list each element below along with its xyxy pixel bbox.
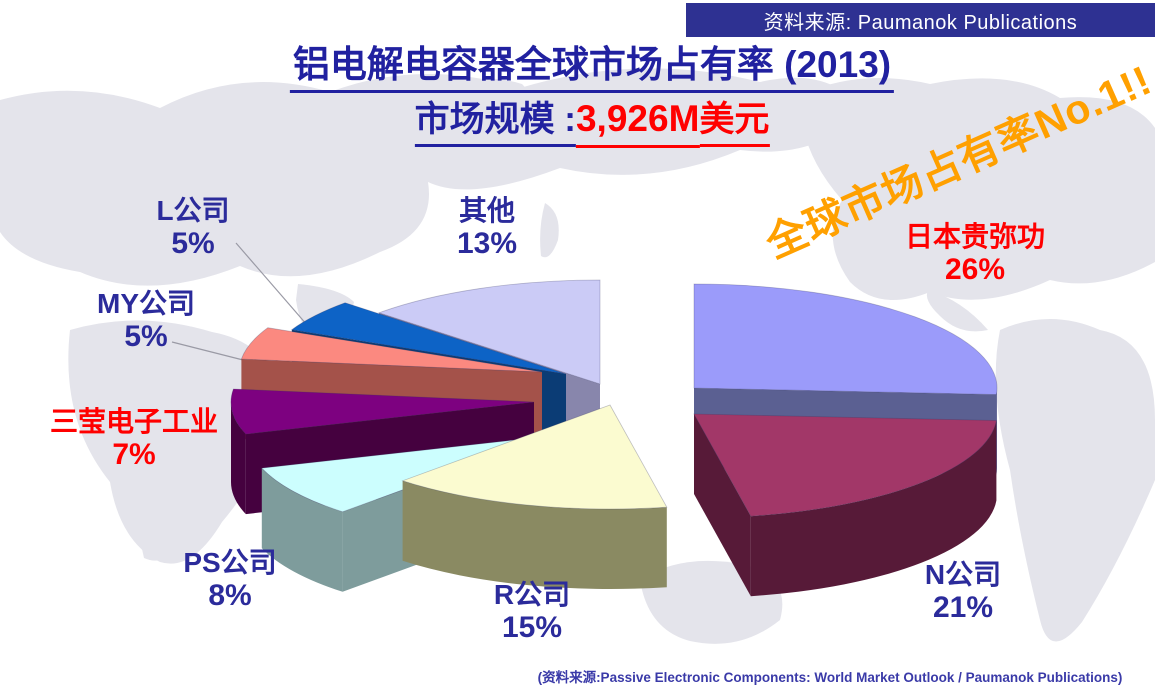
market-size-unit: 美元 [699,98,770,147]
slice-PS公司-outer-wall [261,468,343,592]
slice-日本贵弥功-top [693,283,998,395]
title-line1: 铝电解电容器全球市场占有率 (2013) [289,42,895,94]
slice-name: 日本贵弥功 [904,221,1046,252]
slice-percent: 8% [208,579,252,612]
slice-其他-top [377,279,601,385]
map-central-america [926,290,988,332]
slice-percent: 21% [932,591,994,624]
map-south-america [995,319,1155,642]
slice-name: 三莹电子工业 [49,406,219,437]
map-greenland [425,78,535,148]
title-line2: 市场规模 : 3,926M美元 [290,96,894,148]
slice-日本贵弥功-outer-wall [996,388,997,475]
slice-label-r: R公司 15% [494,578,570,644]
slice-percent: 5% [124,320,168,353]
slice-percent: 5% [171,227,215,260]
map-eurasia [0,68,862,286]
slice-R公司-outer-wall [402,480,667,590]
leader-line-my [171,341,248,362]
slice-name: 其他 [458,195,516,226]
slice-label-nichicon: 日本贵弥功 26% [905,220,1045,286]
slice-N公司-edge-face [694,414,751,597]
leader-lines [171,242,315,362]
map-south-africa-tip [140,537,172,561]
slice-percent: 13% [456,227,518,260]
slice-name: MY公司 [96,288,196,319]
slice-name: R公司 [493,579,571,610]
leader-line-l [235,242,315,334]
slice-label-sanying: 三莹电子工业 7% [50,405,218,471]
slice-percent: 7% [112,438,156,471]
map-africa [68,320,281,564]
slice-N公司-outer-wall [750,420,997,597]
slice-L公司-top [290,302,567,375]
pie-chart [230,279,998,597]
map-north-america [799,78,1155,300]
slice-label-ps: PS公司 8% [183,546,276,612]
map-japan [540,203,559,258]
slice-三莹电子工业-outer-wall [231,402,246,515]
slice-label-my: MY公司 5% [97,287,195,353]
source-note: (资料来源:Passive Electronic Components: Wor… [537,670,1123,685]
slice-label-l: L公司 5% [156,194,229,260]
slice-label-others: 其他 13% [457,194,517,260]
slice-name: PS公司 [183,547,277,578]
slice-MY公司-top [240,327,543,373]
source-banner-text: 资料来源: Paumanok Publications [763,11,1078,34]
slice-三莹电子工业-top [230,388,535,435]
page-title: 铝电解电容器全球市场占有率 (2013) 市场规模 : 3,926M美元 [289,42,895,148]
slice-percent: 15% [501,611,563,644]
source-banner: 资料来源: Paumanok Publications [686,3,1155,37]
slice-percent: 26% [944,253,1006,286]
world-map [0,68,1155,644]
slice-name: N公司 [924,559,1002,590]
market-size-label: 市场规模 : [414,98,576,147]
slice-label-n: N公司 21% [925,558,1001,624]
slice-name: L公司 [156,195,230,226]
slice-R公司-top [401,404,668,510]
market-size-value: 3,926M [575,96,700,148]
slice-N公司-top [693,413,997,517]
